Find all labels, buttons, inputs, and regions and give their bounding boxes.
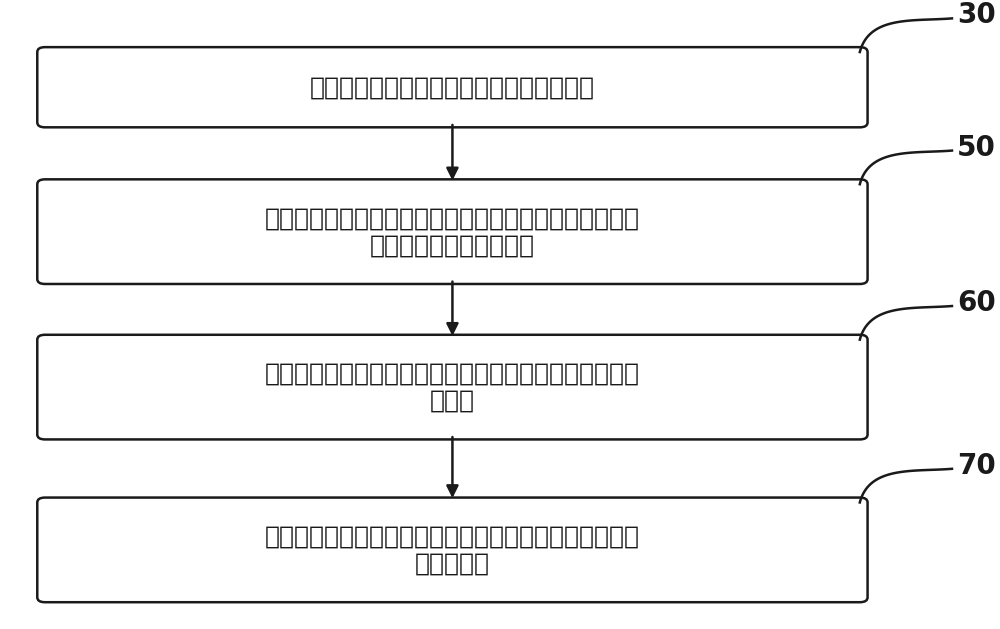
FancyBboxPatch shape — [37, 498, 868, 602]
Text: 在所述电压矢量大于第三电压阈值时，控制所述压缩机永: 在所述电压矢量大于第三电压阈值时，控制所述压缩机永 — [265, 206, 640, 230]
Text: 述弱磁电流: 述弱磁电流 — [415, 552, 490, 576]
Text: 磁同步电机进入弱磁模式: 磁同步电机进入弱磁模式 — [370, 233, 535, 257]
Text: 控制所述压缩机永磁同步电机，在其直轴电流方向增加所: 控制所述压缩机永磁同步电机，在其直轴电流方向增加所 — [265, 525, 640, 548]
Text: 70: 70 — [957, 452, 996, 480]
Text: 根据所述电压矢量的幅值和所述第三电压阈值，获取弱磁: 根据所述电压矢量的幅值和所述第三电压阈值，获取弱磁 — [265, 362, 640, 386]
Text: 60: 60 — [957, 289, 996, 317]
Text: 电流；: 电流； — [430, 389, 475, 413]
Text: 30: 30 — [957, 1, 996, 30]
Text: 获取所述压缩机永磁同步电机的电压矢量；: 获取所述压缩机永磁同步电机的电压矢量； — [310, 75, 595, 99]
FancyBboxPatch shape — [37, 179, 868, 284]
FancyBboxPatch shape — [37, 47, 868, 127]
Text: 50: 50 — [957, 133, 996, 162]
FancyBboxPatch shape — [37, 335, 868, 440]
